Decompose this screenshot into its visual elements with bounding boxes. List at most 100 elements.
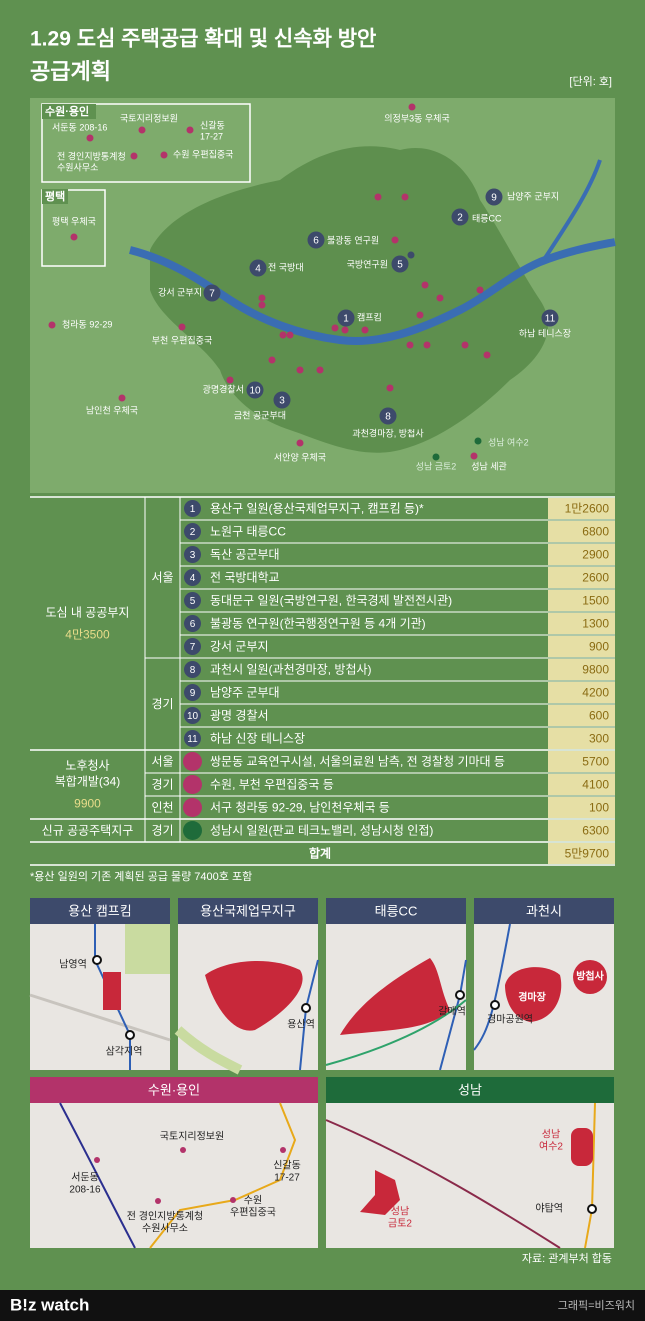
row-name: 독산 공군부대	[210, 548, 280, 562]
minimap-label: 여수2	[539, 1141, 563, 1153]
row-marker	[184, 638, 201, 655]
map-dot	[94, 1157, 100, 1163]
amount-cell	[548, 682, 615, 703]
site-marker	[273, 391, 291, 409]
source: 자료: 관계부처 합동	[522, 1252, 612, 1265]
rail	[473, 923, 511, 1051]
minimap-title: 수원·용인	[148, 1082, 200, 1097]
map-dot	[406, 341, 414, 349]
site-number: 10	[249, 386, 261, 397]
site-number: 9	[491, 193, 497, 204]
row-number: 11	[187, 734, 198, 745]
minimap-title-bar	[326, 1077, 614, 1103]
minimap-title-bar	[30, 1077, 318, 1103]
site-area	[573, 960, 607, 994]
site-marker	[379, 407, 397, 425]
title: 1.29 도심 주택공급 확대 및 신속화 방안	[30, 28, 376, 51]
row-amount: 1300	[582, 617, 609, 631]
row-number: 4	[190, 573, 196, 584]
map-dot	[436, 294, 444, 302]
site-number: 7	[209, 289, 215, 300]
row-amount: 9800	[582, 663, 609, 677]
row-marker	[184, 661, 201, 678]
site-number: 5	[397, 260, 403, 271]
group-label: 도심 내 공공부지	[46, 606, 130, 620]
minimap-label: 삼각지역	[106, 1046, 143, 1058]
footer-bar	[0, 1290, 645, 1321]
row-marker	[183, 821, 202, 840]
map-dot	[48, 321, 56, 329]
row-marker	[184, 592, 201, 609]
minimap-body	[30, 1103, 318, 1248]
region-label: 경기	[151, 778, 173, 792]
row-amount: 6300	[582, 824, 609, 838]
inset-label: 국토지리정보원	[120, 113, 178, 123]
row-marker	[184, 523, 201, 540]
inset-label: 17-27	[200, 131, 223, 141]
row-number: 5	[190, 596, 196, 607]
map-dot	[230, 1197, 236, 1203]
map-dot	[130, 152, 138, 160]
minimap-label: 성남	[391, 1206, 409, 1218]
row-amount: 300	[589, 732, 609, 746]
inset-box	[41, 189, 106, 267]
site-area	[360, 1170, 400, 1215]
inset-title-bg	[42, 104, 96, 119]
row-number: 7	[190, 642, 196, 653]
minimap-bodies	[29, 898, 614, 1249]
map-dot	[186, 126, 194, 134]
map-dot	[423, 341, 431, 349]
map-dot	[226, 376, 234, 384]
amount-cell	[548, 843, 615, 864]
map-dot	[361, 326, 369, 334]
minimap-label: 성남	[542, 1129, 560, 1141]
amount-cell	[548, 498, 615, 519]
row-name: 남양주 군부대	[210, 686, 280, 700]
map-dot	[391, 236, 399, 244]
site-marker	[249, 259, 267, 277]
row-name: 전 국방대학교	[210, 571, 280, 585]
site-label: 불광동 연구원	[327, 234, 379, 245]
row-number: 8	[190, 665, 196, 676]
site-area	[505, 967, 562, 1022]
minimap-title-bar	[30, 898, 170, 924]
inset-label: 서둔동 208-16	[52, 122, 107, 132]
minimap-label: 국토지리정보원	[160, 1131, 224, 1143]
minimap-title: 용산국제업무지구	[200, 903, 296, 918]
site-label: 광명경찰서	[203, 383, 244, 394]
place-label: 의정부3동 우체국	[384, 113, 449, 123]
row-number: 9	[190, 688, 196, 699]
inset-label: 수원사무소	[57, 162, 98, 172]
map-dot	[180, 1147, 186, 1153]
row-amount: 100	[589, 801, 609, 815]
row-marker	[184, 569, 201, 586]
row-amount: 2900	[582, 548, 609, 562]
minimap-label: 금토2	[388, 1218, 412, 1230]
rail	[325, 999, 467, 1066]
row-marker	[184, 684, 201, 701]
place-label: 청라동 92-29	[62, 319, 112, 329]
site-number: 1	[343, 314, 349, 325]
map-dot	[416, 311, 424, 319]
brand: B!z watch	[10, 1295, 89, 1314]
site-number: 3	[279, 396, 285, 407]
credit: 그래픽=비즈워치	[558, 1299, 635, 1312]
road	[325, 1119, 561, 1249]
map-dot	[279, 331, 287, 339]
map-dot	[470, 452, 478, 460]
minimap-title: 태릉CC	[375, 903, 418, 918]
seoul-region	[150, 146, 549, 453]
site-marker	[451, 208, 469, 226]
place-label: 서안양 우체국	[274, 452, 326, 462]
site-marker	[391, 255, 409, 273]
map-dot	[296, 366, 304, 374]
row-name: 노원구 태릉CC	[210, 525, 286, 539]
region-label: 경기	[151, 824, 173, 838]
row-name: 광명 경찰서	[210, 709, 269, 723]
park	[174, 1026, 243, 1075]
minimap-label: 야탑역	[535, 1203, 563, 1215]
region-label: 서울	[151, 571, 173, 585]
map-dot	[461, 341, 469, 349]
minimap-label: 전 경인지방통계청	[127, 1210, 203, 1223]
minimap-label: 방첩사	[576, 970, 604, 983]
